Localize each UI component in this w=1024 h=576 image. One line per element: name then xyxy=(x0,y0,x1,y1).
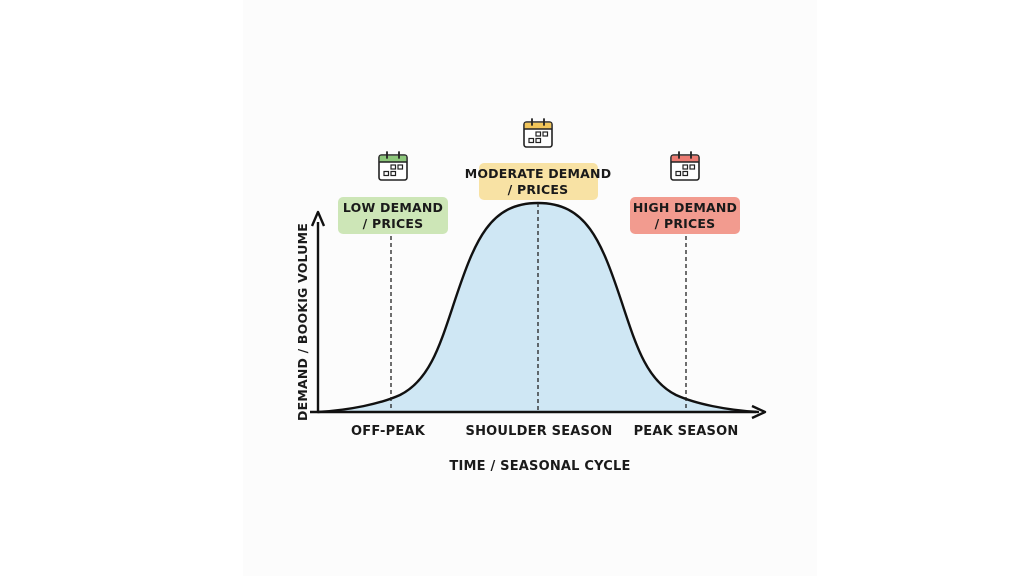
calendar-icon xyxy=(378,151,408,181)
calendar-icon xyxy=(523,118,553,148)
high-demand-box xyxy=(630,197,740,234)
tick-label-shoulder-season: SHOULDER SEASON xyxy=(466,424,613,439)
low-demand-box xyxy=(338,197,448,234)
low-demand-line2: / PRICES xyxy=(363,216,424,231)
tick-label-off-peak: OFF-PEAK xyxy=(351,424,426,439)
high-demand-line1: HIGH DEMAND xyxy=(633,200,737,215)
moderate-demand-line2: / PRICES xyxy=(508,182,569,197)
moderate-demand-box xyxy=(479,163,598,200)
x-axis-title: TIME / SEASONAL CYCLE xyxy=(449,459,630,474)
tick-label-peak-season: PEAK SEASON xyxy=(634,424,739,439)
demand-curve-area xyxy=(318,203,758,412)
y-axis-title: DEMAND / BOOKIG VOLUME xyxy=(295,223,310,421)
low-demand-line1: LOW DEMAND xyxy=(343,200,443,215)
y-axis-arrow-icon xyxy=(310,210,326,227)
x-axis-arrow-icon xyxy=(751,404,767,420)
moderate-demand-line1: MODERATE DEMAND xyxy=(465,166,612,181)
calendar-icon xyxy=(670,151,700,181)
high-demand-line2: / PRICES xyxy=(655,216,716,231)
